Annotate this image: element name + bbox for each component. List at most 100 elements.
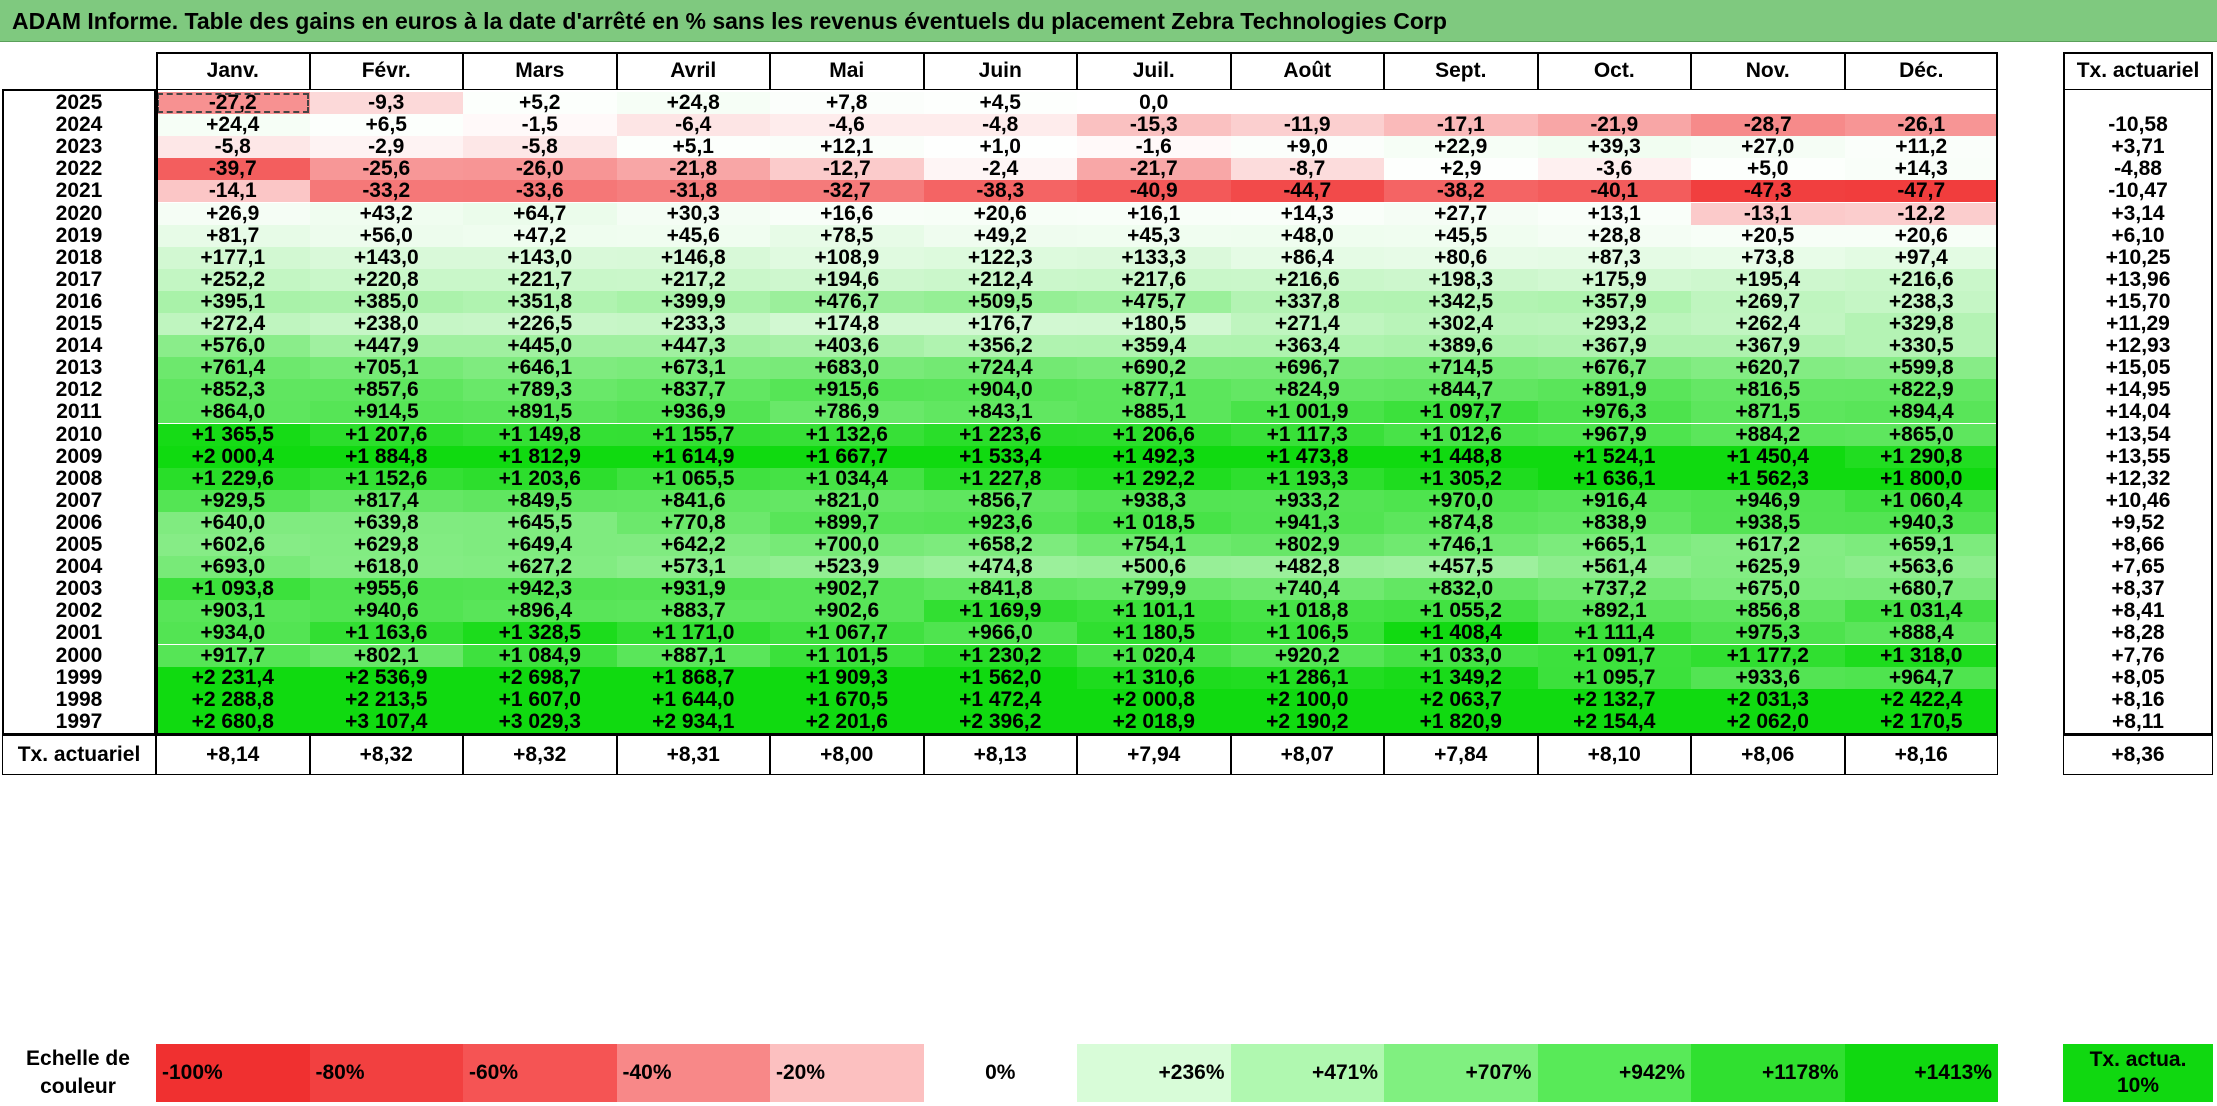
month-header: Mars [463,52,617,90]
table-cell: +216,6 [1230,268,1384,291]
table-cell: +640,0 [156,511,310,534]
rate-cell: +10,46 [2105,489,2171,512]
table-cell: +645,5 [463,511,617,534]
legend-swatch: +1178% [1691,1044,1845,1102]
table-cell: +1 149,8 [463,423,617,446]
table-cell: +1 229,6 [156,467,310,490]
table-cell: -5,8 [463,136,617,159]
table-cell [1537,92,1691,115]
table-cell [1691,92,1845,115]
table-cell: +665,1 [1537,534,1691,557]
table-cell: +445,0 [463,335,617,358]
footer-rate-cell: +7,94 [1077,734,1231,775]
table-cell: +754,1 [1077,534,1231,557]
table-cell: -15,3 [1077,114,1231,137]
table-cell: +272,4 [156,313,310,336]
table-cell: +1 800,0 [1844,467,1998,490]
table-cell: +1 408,4 [1384,622,1538,645]
rate-cell: +8,66 [2111,534,2165,557]
rate-cell: +13,96 [2105,268,2171,291]
year-label: 2014 [55,335,103,358]
table-cell: +856,7 [923,489,1077,512]
table-cell: +891,5 [463,401,617,424]
rate-cell: +8,28 [2111,622,2165,645]
table-cell: -9,3 [309,92,463,115]
table-cell: +1 203,6 [463,467,617,490]
table-cell: +658,2 [923,534,1077,557]
year-label: 2002 [55,600,103,623]
rate-cell: +15,70 [2105,290,2171,313]
table-cell: +891,9 [1537,379,1691,402]
table-cell: +28,8 [1537,224,1691,247]
table-cell: 0,0 [1077,92,1231,115]
table-cell: -12,7 [770,158,924,181]
table-cell: +1 607,0 [463,688,617,711]
year-label: 2018 [55,246,103,269]
table-cell: +357,9 [1537,290,1691,313]
table-cell: +220,8 [309,268,463,291]
table-cell: +904,0 [923,379,1077,402]
month-header: Mai [770,52,924,90]
year-label: 1999 [55,666,103,689]
table-cell: +639,8 [309,511,463,534]
table-cell: +20,5 [1691,224,1845,247]
table-cell: +832,0 [1384,578,1538,601]
table-cell: +48,0 [1230,224,1384,247]
table-cell: -44,7 [1230,180,1384,203]
table-cell: +967,9 [1537,423,1691,446]
table-cell: +2,9 [1384,158,1538,181]
table-cell: +226,5 [463,313,617,336]
legend-swatch: -60% [463,1044,617,1102]
table-cell: -33,2 [309,180,463,203]
footer-rate-cell: +8,07 [1230,734,1384,775]
table-cell: -4,8 [923,114,1077,137]
table-cell: +936,9 [616,401,770,424]
table-cell: -13,1 [1691,202,1845,225]
table-cell [1230,92,1384,115]
year-label: 2022 [55,158,103,181]
table-cell: +22,9 [1384,136,1538,159]
table-cell: +482,8 [1230,556,1384,579]
table-cell: +887,1 [616,644,770,667]
table-cell: +705,1 [309,357,463,380]
table-cell: +676,7 [1537,357,1691,380]
table-cell: +20,6 [1844,224,1998,247]
page-title: ADAM Informe. Table des gains en euros à… [0,0,2217,42]
table-cell: +20,6 [923,202,1077,225]
table-cell: +476,7 [770,290,924,313]
table-cell: +896,4 [463,600,617,623]
table-cell: +80,6 [1384,246,1538,269]
legend-label: Echelle de couleur [26,1047,130,1098]
table-cell: +233,3 [616,313,770,336]
table-cell: +1 230,2 [923,644,1077,667]
table-cell: +802,1 [309,644,463,667]
table-cell: +27,7 [1384,202,1538,225]
year-label: 2021 [55,180,103,203]
table-cell: +177,1 [156,246,310,269]
footer-rate-cell: +8,32 [463,734,617,775]
table-cell: +1 067,7 [770,622,924,645]
table-cell: +649,4 [463,534,617,557]
table-cell: -26,0 [463,158,617,181]
table-cell: +625,9 [1691,556,1845,579]
table-cell: +700,0 [770,534,924,557]
table-cell: +5,2 [463,92,617,115]
table-cell: +683,0 [770,357,924,380]
year-label: 2010 [55,423,103,446]
table-cell: +2 062,0 [1691,710,1845,733]
rate-cell: -4,88 [2114,158,2162,181]
table-cell: -39,7 [156,158,310,181]
table-cell: +789,3 [463,379,617,402]
table-cell: +356,2 [923,335,1077,358]
table-cell: +271,4 [1230,313,1384,336]
table-cell: +24,8 [616,92,770,115]
table-cell: +761,4 [156,357,310,380]
table-cell: +302,4 [1384,313,1538,336]
footer-rate-cell: +8,16 [1844,734,1998,775]
table-cell: +871,5 [1691,401,1845,424]
table-cell: +78,5 [770,224,924,247]
rate-header: Tx. actuariel [2063,52,2213,90]
table-cell: +620,7 [1691,357,1845,380]
table-cell: +45,3 [1077,224,1231,247]
table-cell: +561,4 [1537,556,1691,579]
